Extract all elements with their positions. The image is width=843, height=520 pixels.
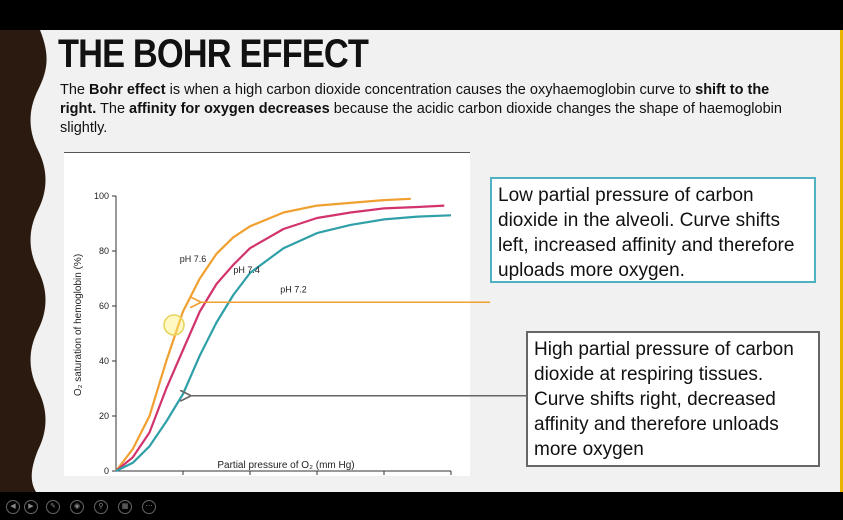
y-tick-label: 80 bbox=[99, 246, 109, 256]
y-ticks: 0 20 40 60 80 100 bbox=[94, 191, 116, 476]
series-label: pH 7.4 bbox=[233, 265, 260, 275]
curve-ph74 bbox=[115, 204, 445, 472]
curve-ph72 bbox=[115, 214, 452, 472]
series-label: pH 7.6 bbox=[180, 254, 207, 264]
previous-slide-icon[interactable]: ◀ bbox=[6, 500, 20, 514]
curves bbox=[115, 197, 452, 472]
intro-text: The Bohr effect is when a high carbon di… bbox=[60, 82, 782, 136]
presentation-toolbar: ◀ ▶ ✎ ◉ ⚲ ▦ ⋯ bbox=[0, 492, 843, 520]
y-tick-label: 100 bbox=[94, 191, 109, 201]
callout-low-pco2: Low partial pressure of carbon dioxide i… bbox=[490, 177, 816, 283]
curve-ph76 bbox=[115, 197, 411, 472]
more-options-icon[interactable]: ⋯ bbox=[142, 500, 156, 514]
y-tick-label: 60 bbox=[99, 301, 109, 311]
curve-labels: pH 7.6 pH 7.4 pH 7.2 bbox=[180, 254, 307, 294]
top-black-bar bbox=[0, 0, 843, 30]
next-slide-icon[interactable]: ▶ bbox=[24, 500, 38, 514]
y-tick-label: 20 bbox=[99, 411, 109, 421]
y-axis-label: O₂ saturation of hemoglobin (%) bbox=[73, 254, 84, 396]
highlighter-icon[interactable]: ◉ bbox=[70, 500, 84, 514]
chart-axes bbox=[115, 196, 451, 472]
slide: THE BOHR EFFECT The Bohr effect is when … bbox=[0, 30, 843, 492]
y-tick-label: 40 bbox=[99, 356, 109, 366]
slides-grid-icon[interactable]: ▦ bbox=[118, 500, 132, 514]
zoom-icon[interactable]: ⚲ bbox=[94, 500, 108, 514]
left-wavy-decoration bbox=[0, 30, 47, 492]
right-accent-edge bbox=[840, 30, 843, 492]
callout-high-pco2: High partial pressure of carbon dioxide … bbox=[526, 331, 820, 467]
laser-pointer-icon bbox=[163, 314, 185, 336]
series-label: pH 7.2 bbox=[280, 284, 307, 294]
y-tick-label: 0 bbox=[104, 466, 109, 476]
slide-title: THE BOHR EFFECT bbox=[58, 32, 369, 76]
x-axis-label: Partial pressure of O₂ (mm Hg) bbox=[217, 460, 354, 471]
pen-icon[interactable]: ✎ bbox=[46, 500, 60, 514]
